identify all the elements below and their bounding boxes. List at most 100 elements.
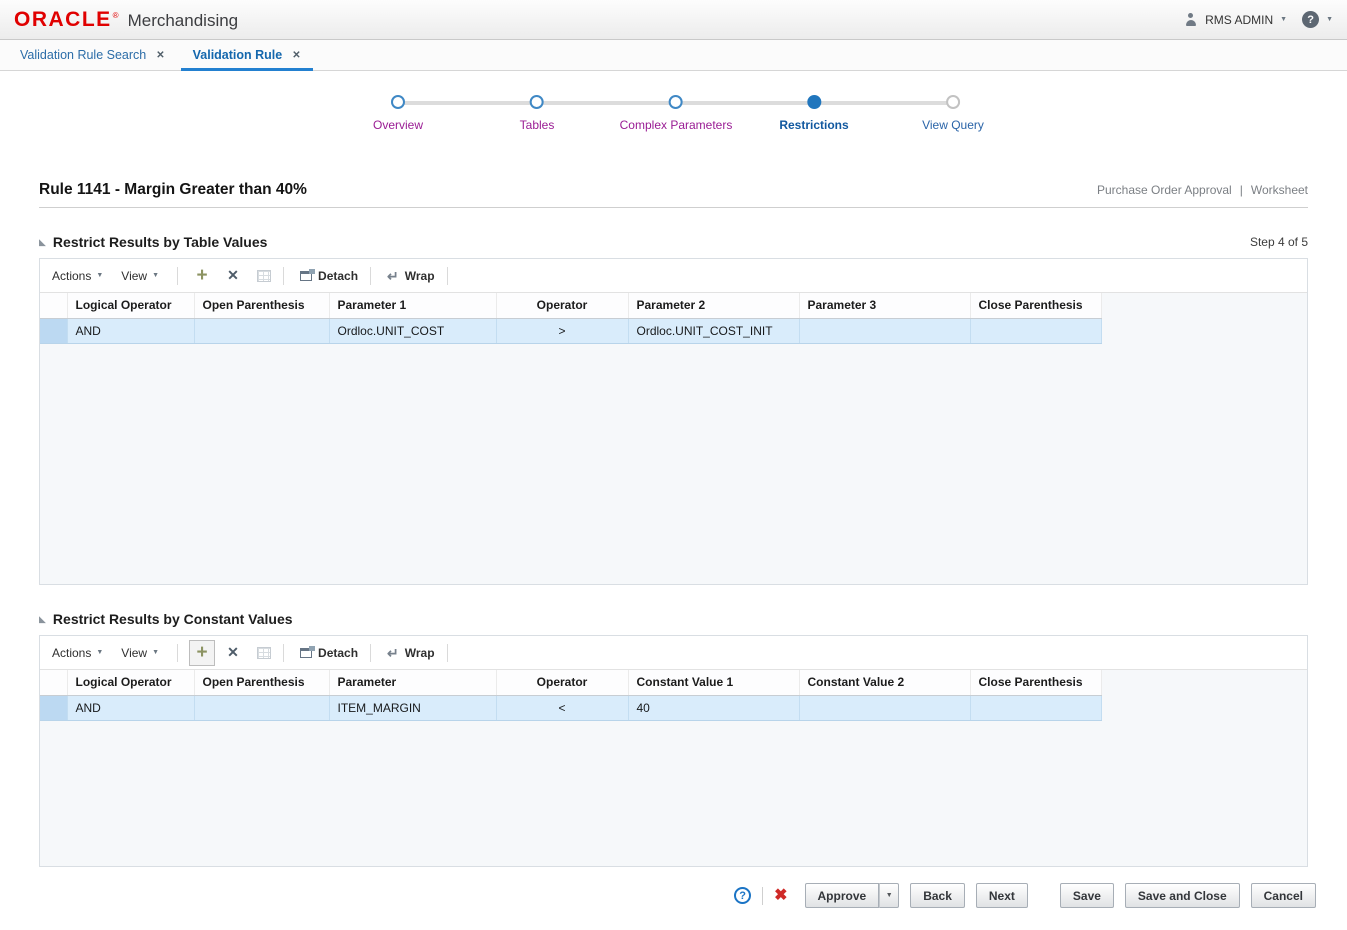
approve-button[interactable]: Approve [804,883,880,908]
step-label[interactable]: Restrictions [779,118,849,132]
cell-close-parenthesis[interactable] [970,318,1102,344]
plus-icon: + [196,265,208,286]
column-header: Parameter 3 [799,293,971,319]
cell-open-parenthesis[interactable] [194,695,330,721]
chevron-down-icon: ▼ [152,649,160,656]
step-complex-parameters[interactable]: Complex Parameters [619,95,733,132]
column-header: Parameter 2 [628,293,800,319]
help-icon[interactable]: ? [1302,11,1320,28]
step-dot-icon [390,95,405,109]
detach-button[interactable]: Detach [300,268,358,283]
step-indicator: Step 4 of 5 [1249,235,1308,249]
cell-parameter-3[interactable] [799,318,971,344]
delete-button[interactable]: ✕ [221,264,245,288]
add-button[interactable]: + [189,639,216,666]
toolbar-separator [446,266,448,285]
toolbar-separator [283,266,285,285]
grid-icon [257,269,272,282]
column-header: Constant Value 2 [799,670,971,696]
add-button[interactable]: + [190,264,214,288]
cell-logical-operator[interactable]: AND [67,318,195,344]
tab-label: Validation Rule Search [20,48,147,62]
toolbar-separator [177,643,179,662]
export-button [252,641,276,665]
cell-constant-value-1[interactable]: 40 [628,695,800,721]
next-button[interactable]: Next [975,883,1028,908]
wrap-button[interactable]: ↵ Wrap [387,644,435,661]
header-row: Logical Operator Open Parenthesis Parame… [40,293,1102,319]
section-divider [39,207,1308,208]
help-icon[interactable]: ? [734,887,752,904]
cell-open-parenthesis[interactable] [194,318,330,344]
column-header: Parameter [329,670,497,696]
step-overview[interactable]: Overview [373,95,423,132]
row-selector[interactable] [40,318,68,344]
user-menu[interactable]: RMS ADMIN [1205,12,1274,27]
column-header: Operator [496,293,629,319]
column-header: Operator [496,670,629,696]
column-header: Open Parenthesis [194,670,330,696]
step-label[interactable]: Overview [372,118,424,132]
column-header: Open Parenthesis [194,293,330,319]
column-header: Close Parenthesis [970,670,1102,696]
cell-logical-operator[interactable]: AND [67,695,195,721]
step-dot-icon [530,95,544,109]
step-dot-icon [669,95,683,109]
delete-rule-icon[interactable]: ✖ [774,886,788,904]
row-selector[interactable] [40,695,68,721]
registered-mark: ® [112,10,119,20]
cell-constant-value-2[interactable] [799,695,971,721]
disclosure-icon[interactable]: ◣ [39,236,46,247]
column-header: Constant Value 1 [628,670,800,696]
delete-icon: ✕ [227,644,239,660]
cell-operator[interactable]: < [496,695,629,721]
step-view-query[interactable]: View Query [922,95,984,132]
table-row[interactable]: AND Ordloc.UNIT_COST > Ordloc.UNIT_COST_… [40,318,1102,344]
chevron-down-icon[interactable]: ▼ [1280,16,1288,23]
view-menu[interactable]: View ▼ [121,645,160,660]
cell-parameter-2[interactable]: Ordloc.UNIT_COST_INIT [628,318,800,344]
approve-split-button: Approve ▼ [804,883,900,908]
rule-type-label: Purchase Order Approval [1096,183,1232,197]
cell-parameter-1[interactable]: Ordloc.UNIT_COST [329,318,497,344]
detach-icon [300,268,316,281]
cell-operator[interactable]: > [496,318,629,344]
wrap-icon: ↵ [387,267,399,284]
save-button[interactable]: Save [1059,883,1114,908]
detach-button[interactable]: Detach [300,645,358,660]
step-label[interactable]: View Query [922,118,984,132]
tab-validation-rule-search[interactable]: Validation Rule Search ✕ [6,40,179,70]
chevron-down-icon: ▼ [96,272,104,279]
view-menu[interactable]: View ▼ [121,268,160,283]
approve-dropdown-button[interactable]: ▼ [879,883,900,908]
rule-status-label: Worksheet [1250,183,1308,197]
toolbar-separator [446,643,448,662]
step-label[interactable]: Tables [519,118,555,132]
table-row[interactable]: AND ITEM_MARGIN < 40 [40,695,1102,721]
column-header: Close Parenthesis [970,293,1102,319]
tab-validation-rule[interactable]: Validation Rule ✕ [179,40,315,71]
step-restrictions[interactable]: Restrictions [779,95,849,132]
header-controls: RMS ADMIN ▼ ? ▼ [1184,11,1333,28]
close-icon[interactable]: ✕ [156,49,165,61]
app-title: Merchandising [127,10,239,30]
cell-close-parenthesis[interactable] [970,695,1102,721]
wrap-button[interactable]: ↵ Wrap [387,267,435,284]
panel-title: Restrict Results by Table Values [52,234,268,250]
actions-menu[interactable]: Actions ▼ [52,645,104,660]
column-header: Logical Operator [67,293,195,319]
disclosure-icon[interactable]: ◣ [39,613,46,624]
close-icon[interactable]: ✕ [292,49,301,61]
toolbar-separator [370,266,372,285]
cell-parameter[interactable]: ITEM_MARGIN [329,695,497,721]
cancel-button[interactable]: Cancel [1250,883,1316,908]
save-and-close-button[interactable]: Save and Close [1124,883,1240,908]
actions-menu[interactable]: Actions ▼ [52,268,104,283]
toolbar-separator [283,643,285,662]
chevron-down-icon[interactable]: ▼ [1326,16,1333,23]
back-button[interactable]: Back [910,883,965,908]
header-row: Logical Operator Open Parenthesis Parame… [40,670,1102,696]
delete-button[interactable]: ✕ [221,641,245,665]
step-tables[interactable]: Tables [519,95,555,132]
step-label[interactable]: Complex Parameters [619,118,733,132]
